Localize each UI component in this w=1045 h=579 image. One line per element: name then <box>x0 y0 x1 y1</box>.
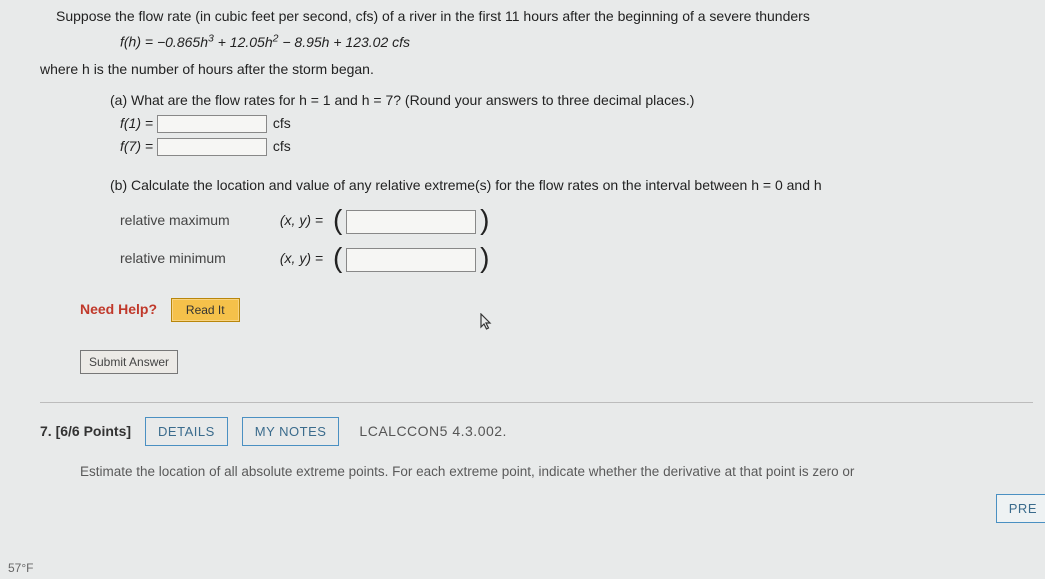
formula: f(h) = −0.865h3 + 12.05h2 − 8.95h + 123.… <box>120 31 1033 53</box>
formula-lhs: f(h) = <box>120 34 157 50</box>
problem-intro: Suppose the flow rate (in cubic feet per… <box>56 6 1033 27</box>
divider <box>40 402 1033 403</box>
close-paren-icon: ) <box>480 242 489 273</box>
f7-label: f(7) = <box>120 138 153 154</box>
relmin-xy: (x, y) = <box>280 250 323 266</box>
details-button[interactable]: DETAILS <box>145 417 228 447</box>
f1-label: f(1) = <box>120 115 153 131</box>
close-paren-icon: ) <box>480 204 489 235</box>
submit-answer-button[interactable]: Submit Answer <box>80 350 178 374</box>
need-help-label: Need Help? <box>80 301 157 317</box>
where-clause: where h is the number of hours after the… <box>40 59 1033 80</box>
relmax-input[interactable] <box>346 210 476 234</box>
read-it-button[interactable]: Read It <box>171 298 240 322</box>
f1-unit: cfs <box>273 115 291 131</box>
relmin-label: relative minimum <box>120 248 270 269</box>
open-paren-icon: ( <box>333 242 342 273</box>
relmax-label: relative maximum <box>120 210 270 231</box>
f7-input[interactable] <box>157 138 267 156</box>
question-ref: LCALCCON5 4.3.002. <box>359 421 507 442</box>
previous-button[interactable]: PRE <box>996 494 1045 523</box>
open-paren-icon: ( <box>333 204 342 235</box>
part-a-prompt: (a) What are the flow rates for h = 1 an… <box>110 90 1033 111</box>
f1-input[interactable] <box>157 115 267 133</box>
f7-unit: cfs <box>273 138 291 154</box>
part-b-prompt: (b) Calculate the location and value of … <box>110 175 1033 196</box>
question-7-prompt: Estimate the location of all absolute ex… <box>80 462 1033 482</box>
formula-rhs: −0.865h3 + 12.05h2 − 8.95h + 123.02 cfs <box>157 34 410 50</box>
relmin-input[interactable] <box>346 248 476 272</box>
question-7-points: 7. [6/6 Points] <box>40 421 131 442</box>
relmax-xy: (x, y) = <box>280 212 323 228</box>
my-notes-button[interactable]: MY NOTES <box>242 417 340 447</box>
taskbar-temperature: 57°F <box>8 561 33 575</box>
